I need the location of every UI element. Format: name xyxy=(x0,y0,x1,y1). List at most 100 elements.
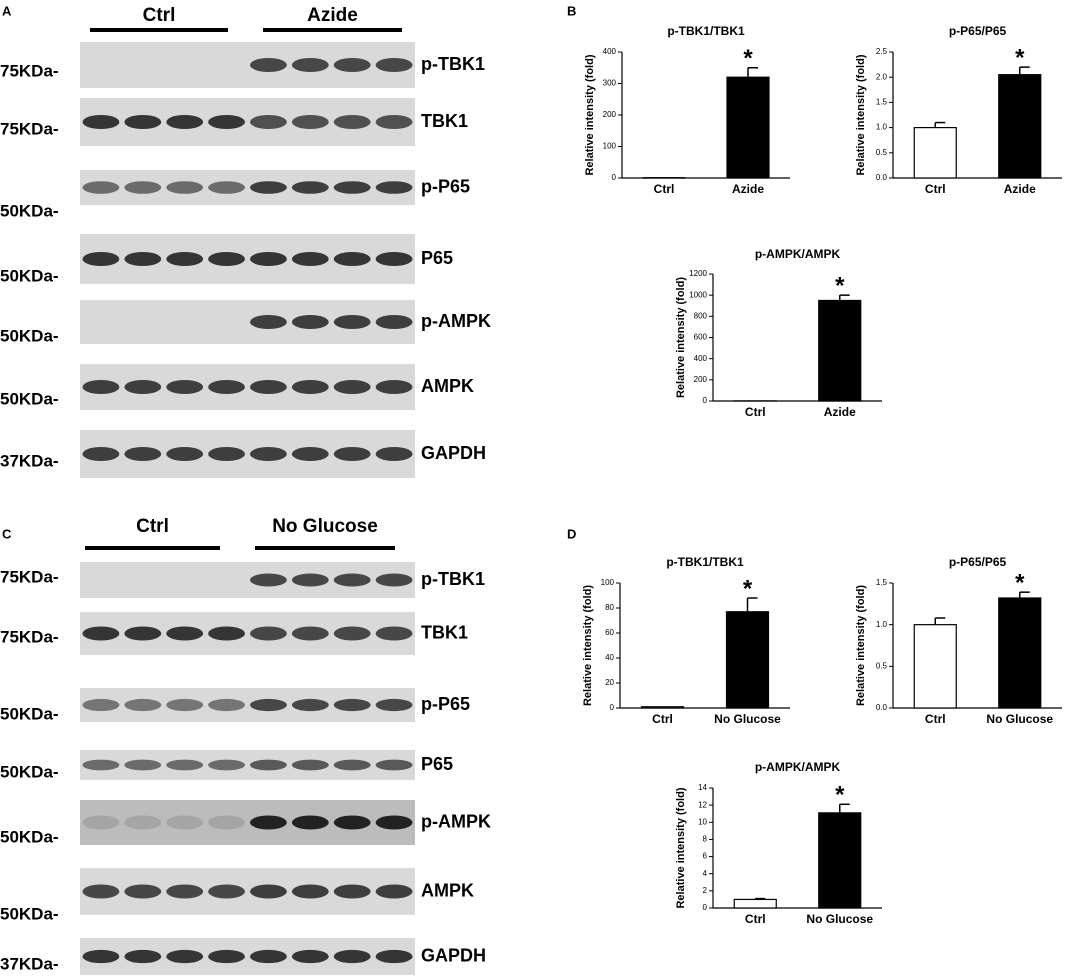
bar xyxy=(818,299,862,402)
y-tick-label: 600 xyxy=(694,333,708,342)
protein-label: GAPDH xyxy=(421,443,486,463)
protein-label: p-P65 xyxy=(421,176,470,196)
group-label: Ctrl xyxy=(136,516,169,537)
blot-band xyxy=(208,759,245,771)
blot-band xyxy=(291,949,329,964)
blot-band xyxy=(208,884,245,899)
blot-band xyxy=(375,315,413,329)
y-tick-label: 400 xyxy=(603,47,617,56)
blot-band xyxy=(250,626,287,641)
y-tick-label: 40 xyxy=(605,653,614,662)
blot-band xyxy=(375,181,413,194)
blot-band xyxy=(208,181,245,194)
x-tick-label: Azide xyxy=(1004,182,1036,196)
blot-band xyxy=(82,698,120,712)
blot-band xyxy=(333,626,371,641)
group-label: Azide xyxy=(307,5,358,26)
y-tick-label: 60 xyxy=(605,628,614,637)
y-axis-label: Relative intensity (fold) xyxy=(855,54,867,175)
chart-title: p-TBK1/TBK1 xyxy=(667,24,745,38)
blot-band xyxy=(375,380,413,394)
mw-marker: 50KDa- xyxy=(0,266,59,285)
significance-marker: * xyxy=(835,273,845,300)
blot-band xyxy=(250,698,287,712)
x-tick-label: No Glucose xyxy=(986,712,1053,726)
blot-band xyxy=(82,447,120,461)
significance-marker: * xyxy=(743,575,753,602)
y-tick-label: 14 xyxy=(698,783,707,792)
bar xyxy=(640,706,685,709)
y-tick-label: 800 xyxy=(694,311,708,320)
y-axis-label: Relative intensity (fold) xyxy=(582,585,594,706)
mw-marker: 50KDa- xyxy=(0,704,59,723)
blot-band xyxy=(82,626,120,641)
significance-marker: * xyxy=(835,782,845,809)
protein-label: TBK1 xyxy=(421,622,468,642)
blot-band xyxy=(166,884,204,899)
blot-band xyxy=(291,115,329,129)
y-tick-label: 0 xyxy=(612,173,617,182)
blot-band xyxy=(82,759,120,771)
blot-band xyxy=(250,447,287,461)
chart-title: p-P65/P65 xyxy=(949,555,1007,569)
blot-band xyxy=(124,380,162,394)
y-tick-label: 6 xyxy=(703,852,708,861)
blot-band xyxy=(166,252,204,266)
blot-band xyxy=(291,815,329,830)
blot-band xyxy=(208,949,245,964)
significance-marker: * xyxy=(1015,570,1025,597)
chart-title: p-P65/P65 xyxy=(949,24,1007,38)
mw-marker: 50KDa- xyxy=(0,201,59,220)
y-tick-label: 0 xyxy=(703,903,708,912)
y-tick-label: 0 xyxy=(703,396,708,405)
x-tick-label: Ctrl xyxy=(745,405,766,419)
blot-band xyxy=(166,949,204,964)
blot-band xyxy=(291,573,329,587)
mw-marker: 75KDa- xyxy=(0,567,59,586)
y-tick-label: 10 xyxy=(698,817,707,826)
blot-band xyxy=(291,759,329,771)
protein-label: GAPDH xyxy=(421,945,486,965)
blot-band xyxy=(250,115,287,129)
x-tick-label: Ctrl xyxy=(925,712,946,726)
blot-band xyxy=(250,573,287,587)
protein-label: P65 xyxy=(421,754,453,774)
y-axis-label: Relative intensity (fold) xyxy=(855,585,867,706)
bar xyxy=(998,597,1042,709)
y-tick-label: 2 xyxy=(703,886,708,895)
blot-band xyxy=(208,447,245,461)
y-tick-label: 1.5 xyxy=(876,578,888,587)
blot-band xyxy=(291,698,329,712)
y-tick-label: 12 xyxy=(698,800,707,809)
blot-band xyxy=(166,698,204,712)
blot-band xyxy=(250,884,287,899)
x-tick-label: Azide xyxy=(824,405,856,419)
blot-band xyxy=(166,380,204,394)
protein-label: AMPK xyxy=(421,880,474,900)
blot-band xyxy=(124,252,162,266)
blot-band xyxy=(166,115,204,129)
bar xyxy=(913,126,957,179)
blot-band xyxy=(250,58,287,72)
blot-band xyxy=(375,115,413,129)
y-tick-label: 1000 xyxy=(689,290,707,299)
panel-label: C xyxy=(2,526,12,541)
blot-band xyxy=(166,447,204,461)
y-tick-label: 300 xyxy=(603,79,617,88)
blot-band xyxy=(250,815,287,830)
blot-band xyxy=(124,759,162,771)
blot-band xyxy=(250,380,287,394)
blot-band xyxy=(166,815,204,830)
mw-marker: 50KDa- xyxy=(0,762,59,781)
blot-band xyxy=(333,58,371,72)
blot-band xyxy=(82,884,120,899)
blot-band xyxy=(375,698,413,712)
panel-label: D xyxy=(567,526,576,541)
x-tick-label: Ctrl xyxy=(925,182,946,196)
protein-label: AMPK xyxy=(421,376,474,396)
blot-band xyxy=(333,884,371,899)
y-tick-label: 20 xyxy=(605,678,614,687)
mw-marker: 37KDa- xyxy=(0,954,59,973)
blot-band xyxy=(166,759,204,771)
blot-band xyxy=(333,698,371,712)
